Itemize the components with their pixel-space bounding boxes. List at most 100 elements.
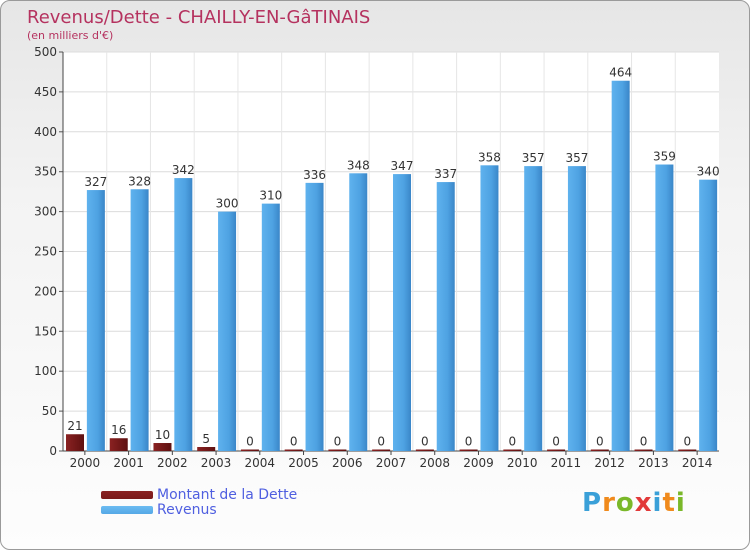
- label-dette-2005: 0: [290, 435, 298, 449]
- bar-dette-2010: [503, 449, 522, 451]
- bar-revenus-2001: [130, 189, 149, 452]
- label-dette-2006: 0: [334, 435, 342, 449]
- label-revenus-2005: 336: [303, 168, 326, 182]
- bar-dette-2001: [109, 438, 128, 451]
- x-tick-label-2005: 2005: [288, 456, 319, 470]
- bar-revenus-2000: [86, 190, 105, 451]
- y-tick-label: 0: [49, 444, 57, 458]
- label-revenus-2007: 347: [391, 159, 414, 173]
- bar-revenus-2013: [655, 164, 674, 451]
- x-tick-label-2010: 2010: [507, 456, 538, 470]
- bar-dette-2008: [415, 449, 434, 451]
- label-revenus-2004: 310: [259, 189, 282, 203]
- label-dette-2002: 10: [155, 428, 170, 442]
- chart-subtitle: (en milliers d'€): [27, 29, 114, 42]
- y-tick-label: 500: [34, 45, 57, 59]
- label-dette-2004: 0: [246, 435, 254, 449]
- label-revenus-2012: 464: [609, 66, 632, 80]
- bar-revenus-2007: [393, 174, 411, 451]
- y-tick-label: 100: [34, 364, 57, 378]
- label-revenus-2002: 342: [172, 163, 195, 177]
- label-dette-2000: 21: [67, 419, 82, 433]
- label-dette-2014: 0: [683, 435, 691, 449]
- logo-letter: t: [662, 488, 676, 518]
- label-dette-2001: 16: [111, 423, 126, 437]
- x-tick-label-2000: 2000: [70, 456, 101, 470]
- bar-revenus-2004: [261, 203, 280, 451]
- label-dette-2008: 0: [421, 435, 429, 449]
- x-tick-label-2002: 2002: [157, 456, 188, 470]
- bar-revenus-2014: [699, 179, 718, 451]
- bar-dette-2007: [372, 449, 391, 451]
- bar-revenus-2011: [567, 166, 586, 451]
- label-revenus-2008: 337: [434, 167, 457, 181]
- y-tick-label: 50: [42, 404, 57, 418]
- bar-revenus-2005: [305, 182, 324, 451]
- bar-dette-2004: [240, 449, 259, 451]
- logo-letter: P: [582, 488, 603, 518]
- bar-dette-2013: [634, 449, 653, 451]
- label-dette-2012: 0: [596, 435, 604, 449]
- bar-revenus-2010: [524, 166, 543, 451]
- x-tick-label-2003: 2003: [201, 456, 232, 470]
- x-tick-label-2001: 2001: [113, 456, 144, 470]
- x-tick-label-2007: 2007: [376, 456, 407, 470]
- y-tick-label: 350: [34, 165, 57, 179]
- label-revenus-2000: 327: [84, 175, 107, 189]
- bar-dette-2011: [547, 449, 566, 451]
- legend-swatch-revenus: [101, 506, 153, 514]
- chart-title: Revenus/Dette - CHAILLY-EN-GâTINAIS: [27, 7, 371, 28]
- logo-letter: i: [652, 488, 663, 518]
- labels-layer: 21 327 16 328 10 342 5 300 0 310 0 336 0 348 0 347 0 337 0…: [67, 66, 719, 449]
- legend-label-revenus: Revenus: [157, 502, 217, 518]
- label-revenus-2010: 357: [522, 151, 545, 165]
- logo-letter: r: [602, 488, 616, 518]
- x-tick-label-2008: 2008: [419, 456, 450, 470]
- bar-dette-2003: [197, 447, 216, 451]
- bar-revenus-2002: [174, 178, 193, 452]
- x-tick-label-2006: 2006: [332, 456, 363, 470]
- bar-dette-2009: [459, 449, 478, 451]
- label-revenus-2009: 358: [478, 150, 501, 164]
- y-tick-label: 250: [34, 245, 57, 259]
- proxiti-logo: Proxiti: [582, 488, 686, 518]
- bar-revenus-2006: [349, 173, 368, 451]
- label-revenus-2003: 300: [216, 197, 239, 211]
- y-tick-label: 150: [34, 324, 57, 338]
- grid-layer: [63, 51, 719, 452]
- label-dette-2009: 0: [465, 435, 473, 449]
- logo-letter: o: [615, 488, 635, 518]
- bars-layer: [66, 80, 718, 452]
- label-revenus-2014: 340: [697, 165, 720, 179]
- x-tick-label-2004: 2004: [245, 456, 276, 470]
- x-tick-label-2013: 2013: [638, 456, 669, 470]
- legend-swatch-dette: [101, 491, 153, 499]
- x-tick-label-2012: 2012: [594, 456, 625, 470]
- bar-revenus-2008: [436, 182, 455, 451]
- bar-dette-2006: [328, 449, 347, 451]
- bar-revenus-2012: [611, 80, 630, 451]
- y-tick-label: 200: [34, 284, 57, 298]
- y-tick-label: 400: [34, 125, 57, 139]
- logo-letter: x: [634, 488, 653, 518]
- x-tick-label-2014: 2014: [682, 456, 713, 470]
- label-dette-2011: 0: [552, 435, 560, 449]
- label-revenus-2013: 359: [653, 150, 676, 164]
- x-tick-label-2011: 2011: [551, 456, 582, 470]
- logo-letter: i: [675, 488, 686, 518]
- bar-dette-2012: [590, 449, 609, 451]
- x-tick-label-2009: 2009: [463, 456, 494, 470]
- label-dette-2003: 5: [202, 432, 210, 446]
- y-tick-label: 300: [34, 205, 57, 219]
- bar-revenus-2003: [218, 211, 237, 451]
- bar-dette-2014: [678, 449, 697, 451]
- bar-dette-2005: [284, 449, 303, 451]
- label-revenus-2006: 348: [347, 158, 370, 172]
- y-tick-label: 450: [34, 85, 57, 99]
- label-dette-2013: 0: [640, 435, 648, 449]
- label-dette-2010: 0: [509, 435, 517, 449]
- bar-revenus-2009: [480, 165, 499, 452]
